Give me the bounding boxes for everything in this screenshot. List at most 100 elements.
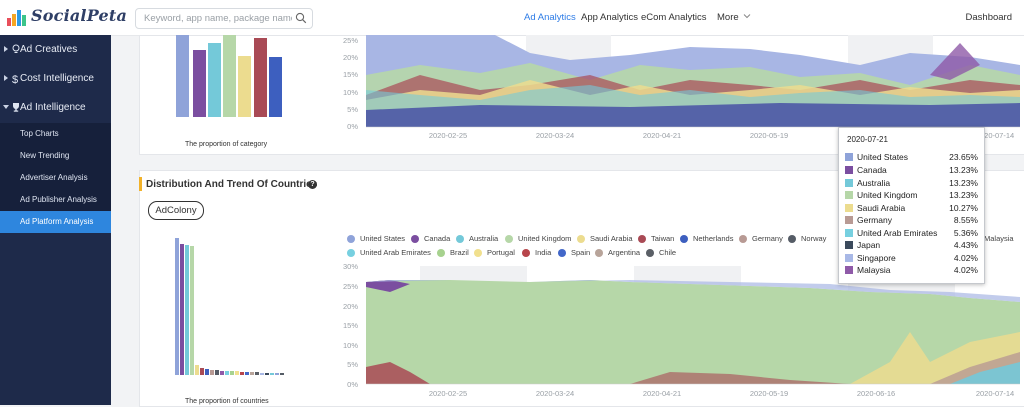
bar	[255, 372, 259, 375]
bar	[220, 371, 224, 375]
bar	[195, 365, 199, 375]
tooltip-row: Saudi Arabia 10.27%	[845, 203, 978, 215]
dollar-icon: $	[12, 74, 18, 84]
help-icon[interactable]: ?	[308, 180, 317, 189]
bar	[270, 373, 274, 375]
legend-dot	[680, 235, 688, 243]
bar	[250, 372, 254, 375]
x-tick: 2020-03-24	[536, 131, 574, 140]
bar	[240, 372, 244, 375]
socialpeta-logo[interactable]: SocialPeta	[6, 6, 128, 28]
bar	[269, 57, 282, 117]
bar	[230, 371, 234, 375]
dashboard-link[interactable]: Dashboard	[965, 12, 1012, 23]
bar	[223, 35, 236, 117]
x-tick: 2020-02-25	[429, 131, 467, 140]
tooltip-row: United States 23.65%	[845, 152, 978, 164]
sidebar-subitem-ad-publisher-analysis[interactable]: Ad Publisher Analysis	[0, 189, 111, 211]
legend-dot	[577, 235, 585, 243]
legend-dot	[411, 235, 419, 243]
bar	[175, 238, 179, 375]
legend-dot	[638, 235, 646, 243]
search-input[interactable]	[144, 11, 292, 25]
tooltip-row: United Kingdom 13.23%	[845, 190, 978, 202]
sidebar-item-label: Ad Intelligence	[20, 102, 86, 113]
bar	[280, 373, 284, 375]
legend-dot	[347, 249, 355, 257]
sidebar-subitem-top-charts[interactable]: Top Charts	[0, 123, 111, 145]
expand-arrow-icon	[4, 75, 8, 81]
sidebar-item-cost-intelligence[interactable]: $ Cost Intelligence	[0, 65, 111, 93]
countries-trend-chart: 30% 25% 20% 15% 10% 5% 0% 2020-02-25 202…	[343, 262, 1020, 398]
bar	[210, 370, 214, 375]
nav-more[interactable]: More	[717, 12, 739, 23]
x-tick: 2020-05-19	[750, 131, 788, 140]
category-trend-chart: 25% 20% 15% 10% 5% 0% 2020-02-25 2020-03…	[343, 35, 1020, 140]
tooltip-row: Japan 4.43%	[845, 240, 978, 252]
legend-dot	[456, 235, 464, 243]
y-tick: 5%	[347, 360, 358, 369]
collapse-arrow-icon	[3, 105, 9, 109]
nav-ecom-analytics[interactable]: eCom Analytics	[641, 12, 707, 23]
y-tick: 10%	[343, 88, 358, 97]
y-tick: 5%	[347, 105, 358, 114]
legend-dot	[474, 249, 482, 257]
category-bar-chart	[176, 35, 282, 117]
logo-mark-icon	[7, 10, 26, 26]
tooltip-row: Canada 13.23%	[845, 165, 978, 177]
sidebar-subitem-advertiser-analysis[interactable]: Advertiser Analysis	[0, 167, 111, 189]
bar	[185, 245, 189, 375]
sidebar-subitem-new-trending[interactable]: New Trending	[0, 145, 111, 167]
tooltip-row: Australia 13.23%	[845, 178, 978, 190]
logo-text: SocialPeta	[31, 6, 128, 25]
sidebar-subitem-ad-platform-analysis[interactable]: Ad Platform Analysis	[0, 211, 111, 233]
y-tick: 25%	[343, 36, 358, 45]
nav-ad-analytics[interactable]: Ad Analytics	[524, 12, 576, 23]
x-tick: 2020-03-24	[536, 389, 574, 398]
bar	[205, 369, 209, 375]
bar	[208, 43, 221, 117]
category-chart-caption: The proportion of category	[185, 141, 268, 148]
bar	[238, 56, 251, 117]
x-tick: 2020-07-14	[976, 389, 1014, 398]
chart-tooltip: 2020-07-21 United States 23.65% Canada 13.…	[838, 127, 985, 284]
bar	[265, 373, 269, 375]
bar	[200, 368, 204, 375]
tooltip-row: United Arab Emirates 5.36%	[845, 228, 978, 240]
legend-dot	[739, 235, 747, 243]
y-tick: 25%	[343, 282, 358, 291]
legend-dot	[788, 235, 796, 243]
bar	[260, 373, 264, 375]
countries-chart-caption: The proportion of countries	[185, 398, 269, 405]
x-tick: 2020-07-14	[976, 131, 1014, 140]
sidebar-item-ad-intelligence[interactable]: Ad Intelligence	[0, 94, 111, 122]
bar	[275, 373, 279, 375]
sidebar-item-label: Cost Intelligence	[20, 73, 94, 84]
legend-dot	[558, 249, 566, 257]
y-tick: 20%	[343, 53, 358, 62]
tooltip-date: 2020-07-21	[847, 135, 888, 144]
sidebar-item-ad-creatives[interactable]: Ad Creatives	[0, 36, 111, 64]
section-title: Distribution And Trend Of Countries	[146, 179, 318, 190]
bulb-icon	[12, 44, 20, 53]
tooltip-row: Singapore 4.02%	[845, 253, 978, 265]
search-icon[interactable]	[295, 12, 307, 24]
legend-dot	[522, 249, 530, 257]
bar	[190, 246, 194, 375]
y-tick: 15%	[343, 70, 358, 79]
x-tick: 2020-04-21	[643, 131, 681, 140]
legend-dot	[595, 249, 603, 257]
y-tick: 10%	[343, 341, 358, 350]
countries-bar-chart	[175, 238, 284, 375]
bar	[176, 35, 189, 117]
chevron-down-icon[interactable]	[743, 12, 751, 20]
legend-dot	[437, 249, 445, 257]
x-tick: 2020-02-25	[429, 389, 467, 398]
svg-text:$: $	[12, 74, 18, 84]
y-tick: 30%	[343, 262, 358, 271]
nav-app-analytics[interactable]: App Analytics	[581, 12, 639, 23]
platform-chip-adcolony[interactable]: AdColony	[148, 201, 204, 220]
search-box[interactable]	[135, 8, 313, 29]
tooltip-row: Germany 8.55%	[845, 215, 978, 227]
sidebar: Ad Creatives $ Cost Intelligence Ad Inte…	[0, 35, 111, 405]
